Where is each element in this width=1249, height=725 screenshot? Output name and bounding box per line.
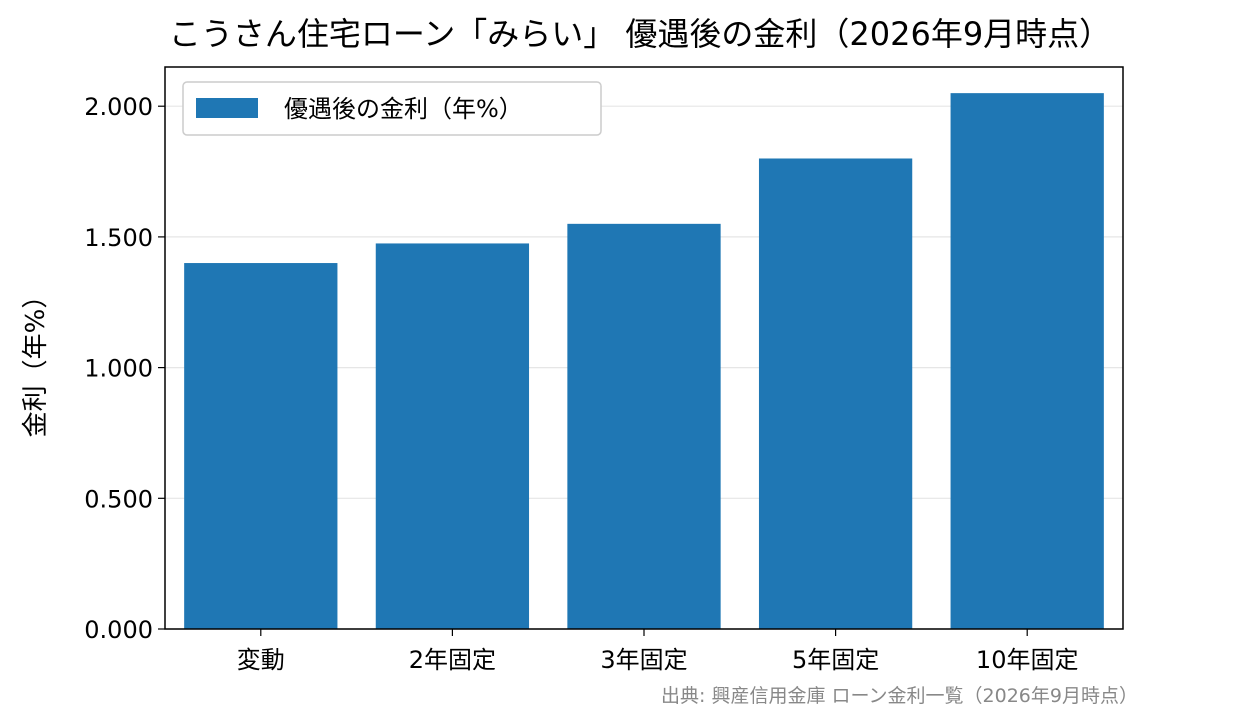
- y-tick-label: 1.500: [84, 224, 153, 252]
- y-tick-label: 0.500: [84, 485, 153, 513]
- bar: [375, 243, 530, 629]
- y-axis-label: 金利（年%）: [21, 283, 51, 438]
- y-axis-ticks: 0.000 0.500 1.000 1.500 2.000: [84, 93, 165, 644]
- chart-title: こうさん住宅ローン「みらい」 優遇後の金利（2026年9月時点）: [169, 15, 1111, 53]
- x-tick-label: 2年固定: [409, 646, 496, 674]
- x-tick-label: 10年固定: [976, 646, 1079, 674]
- bar: [950, 93, 1104, 630]
- y-tick-label: 1.000: [84, 355, 153, 383]
- x-tick-label: 3年固定: [600, 646, 687, 674]
- bar: [567, 223, 721, 629]
- legend-box: [182, 81, 602, 136]
- x-tick-label: 変動: [237, 646, 285, 674]
- y-tick-label: 2.000: [84, 93, 153, 121]
- x-tick-label: 5年固定: [792, 646, 879, 674]
- bar: [184, 263, 338, 629]
- legend-label: 優遇後の金利（年%）: [284, 95, 523, 123]
- source-note: 出典: 興産信用金庫 ローン金利一覧（2026年9月時点）: [661, 685, 1138, 707]
- x-axis-ticks: 変動 2年固定 3年固定 5年固定 10年固定: [237, 629, 1079, 674]
- legend-swatch: [196, 98, 258, 118]
- y-tick-label: 0.000: [84, 616, 153, 644]
- bars: [184, 93, 1104, 630]
- bar: [758, 158, 913, 629]
- legend: 優遇後の金利（年%）: [182, 81, 602, 136]
